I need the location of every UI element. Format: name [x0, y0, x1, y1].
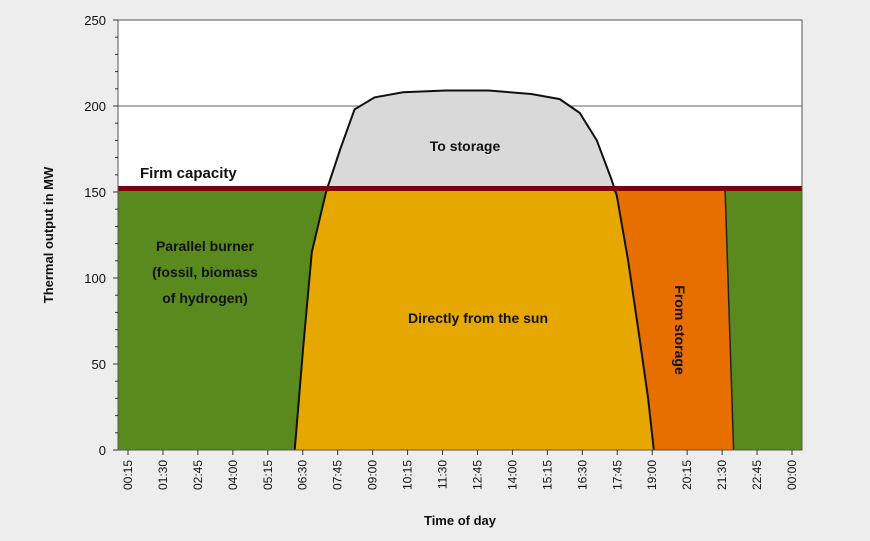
- chart-areas: [117, 19, 803, 451]
- x-tick-label: 15:15: [540, 460, 554, 490]
- firm-capacity-label: Firm capacity: [140, 165, 237, 182]
- x-tick-label: 09:00: [366, 460, 380, 490]
- plot-border: [117, 19, 803, 451]
- y-tick-label: 100: [84, 271, 106, 286]
- direct-sun-label: Directly from the sun: [408, 310, 548, 326]
- x-axis-label: Time of day: [424, 513, 497, 528]
- x-axis: 00:15 01:30 02:45 04:00 05:15 06:30 07:45 09:00…: [121, 450, 799, 490]
- x-tick-label: 05:15: [261, 460, 275, 490]
- x-tick-label: 14:00: [505, 460, 519, 490]
- x-tick-label: 11:30: [436, 460, 450, 489]
- solar-curve-line: [293, 89, 655, 451]
- y-tick-label: 250: [84, 13, 106, 28]
- from-storage-label: From storage: [672, 285, 688, 375]
- x-tick-label: 20:15: [680, 460, 694, 490]
- to-storage-area: [326, 90, 617, 189]
- x-tick-label: 10:15: [401, 460, 415, 490]
- x-tick-label: 17:45: [610, 460, 624, 490]
- x-tick-label: 21:30: [715, 460, 729, 490]
- x-tick-label: 06:30: [296, 460, 310, 490]
- from-storage-edge: [724, 188, 735, 451]
- x-tick-label: 16:30: [575, 460, 589, 490]
- y-tick-label: 0: [99, 443, 106, 458]
- direct-sun-area: [294, 188, 654, 450]
- parallel-burner-label: (fossil, biomass: [152, 264, 258, 280]
- x-tick-label: 00:15: [121, 460, 135, 490]
- x-tick-label: 01:30: [156, 460, 170, 490]
- y-axis: 0 50 100 150 200 250: [84, 13, 118, 458]
- y-tick-label: 200: [84, 99, 106, 114]
- x-tick-label: 07:45: [331, 460, 345, 490]
- y-axis-label: Thermal output in MW: [41, 166, 56, 303]
- parallel-burner-label: Parallel burner: [156, 238, 255, 254]
- x-tick-label: 04:00: [226, 460, 240, 490]
- to-storage-label: To storage: [430, 138, 501, 154]
- y-tick-label: 50: [92, 357, 106, 372]
- region-labels: Parallel burner (fossil, biomass of hydrog…: [152, 138, 688, 375]
- x-tick-label: 19:00: [645, 460, 659, 490]
- y-tick-label: 150: [84, 185, 106, 200]
- x-tick-label: 02:45: [191, 460, 205, 490]
- x-tick-label: 22:45: [750, 460, 764, 490]
- parallel-burner-label: of hydrogen): [162, 290, 248, 306]
- x-tick-label: 00:00: [785, 460, 799, 490]
- x-tick-label: 12:45: [470, 460, 484, 490]
- from-storage-area: [616, 188, 734, 450]
